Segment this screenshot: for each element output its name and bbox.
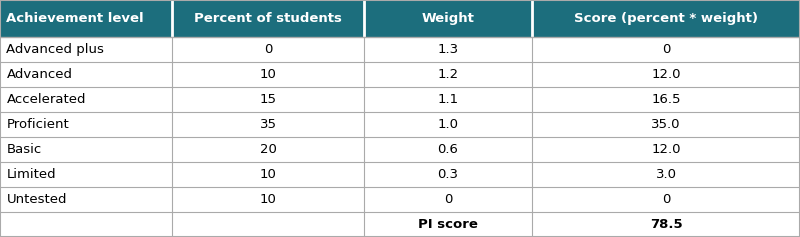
Text: 12.0: 12.0 [651, 143, 681, 156]
Bar [0, 112, 172, 137]
Bar [172, 0, 364, 37]
Text: 10: 10 [259, 168, 277, 181]
Bar [532, 162, 800, 187]
Text: Percent of students: Percent of students [194, 12, 342, 25]
Text: 1.1: 1.1 [438, 93, 458, 106]
Text: 3.0: 3.0 [655, 168, 677, 181]
Bar [172, 62, 364, 87]
Bar [364, 0, 532, 37]
Text: 35.0: 35.0 [651, 118, 681, 131]
Bar [532, 37, 800, 62]
Text: Score (percent * weight): Score (percent * weight) [574, 12, 758, 25]
Text: 0.3: 0.3 [438, 168, 458, 181]
Text: 1.3: 1.3 [438, 43, 458, 56]
Text: 1.2: 1.2 [438, 68, 458, 81]
Bar [0, 162, 172, 187]
Bar [364, 137, 532, 162]
Bar [532, 62, 800, 87]
Bar [172, 137, 364, 162]
Bar [0, 187, 172, 212]
Text: 0: 0 [264, 43, 272, 56]
Bar [364, 187, 532, 212]
Text: 0: 0 [662, 43, 670, 56]
Text: 15: 15 [259, 93, 277, 106]
Bar [0, 137, 172, 162]
Text: 0: 0 [662, 193, 670, 206]
Bar [364, 37, 532, 62]
Text: 10: 10 [259, 193, 277, 206]
Bar [0, 62, 172, 87]
Text: Advanced plus: Advanced plus [6, 43, 104, 56]
Text: 12.0: 12.0 [651, 68, 681, 81]
Text: Accelerated: Accelerated [6, 93, 86, 106]
Text: Limited: Limited [6, 168, 56, 181]
Bar [0, 37, 172, 62]
Bar [172, 187, 364, 212]
Bar [172, 212, 364, 237]
Bar [532, 0, 800, 37]
Text: Proficient: Proficient [6, 118, 69, 131]
Text: 0: 0 [444, 193, 452, 206]
Bar [0, 0, 172, 37]
Text: 10: 10 [259, 68, 277, 81]
Bar [172, 37, 364, 62]
Text: Basic: Basic [6, 143, 42, 156]
Text: 0.6: 0.6 [438, 143, 458, 156]
Bar [532, 212, 800, 237]
Bar [364, 87, 532, 112]
Bar [532, 137, 800, 162]
Text: 20: 20 [259, 143, 277, 156]
Bar [0, 87, 172, 112]
Bar [364, 162, 532, 187]
Bar [532, 187, 800, 212]
Text: Achievement level: Achievement level [6, 12, 144, 25]
Text: 1.0: 1.0 [438, 118, 458, 131]
Text: Advanced: Advanced [6, 68, 73, 81]
Bar [532, 87, 800, 112]
Bar [172, 112, 364, 137]
Bar [172, 162, 364, 187]
Bar [532, 112, 800, 137]
Bar [172, 87, 364, 112]
Bar [364, 62, 532, 87]
Text: 16.5: 16.5 [651, 93, 681, 106]
Bar [364, 112, 532, 137]
Bar [364, 212, 532, 237]
Text: Weight: Weight [422, 12, 474, 25]
Text: PI score: PI score [418, 218, 478, 231]
Text: 35: 35 [259, 118, 277, 131]
Text: 78.5: 78.5 [650, 218, 682, 231]
Bar [0, 212, 172, 237]
Text: Untested: Untested [6, 193, 67, 206]
